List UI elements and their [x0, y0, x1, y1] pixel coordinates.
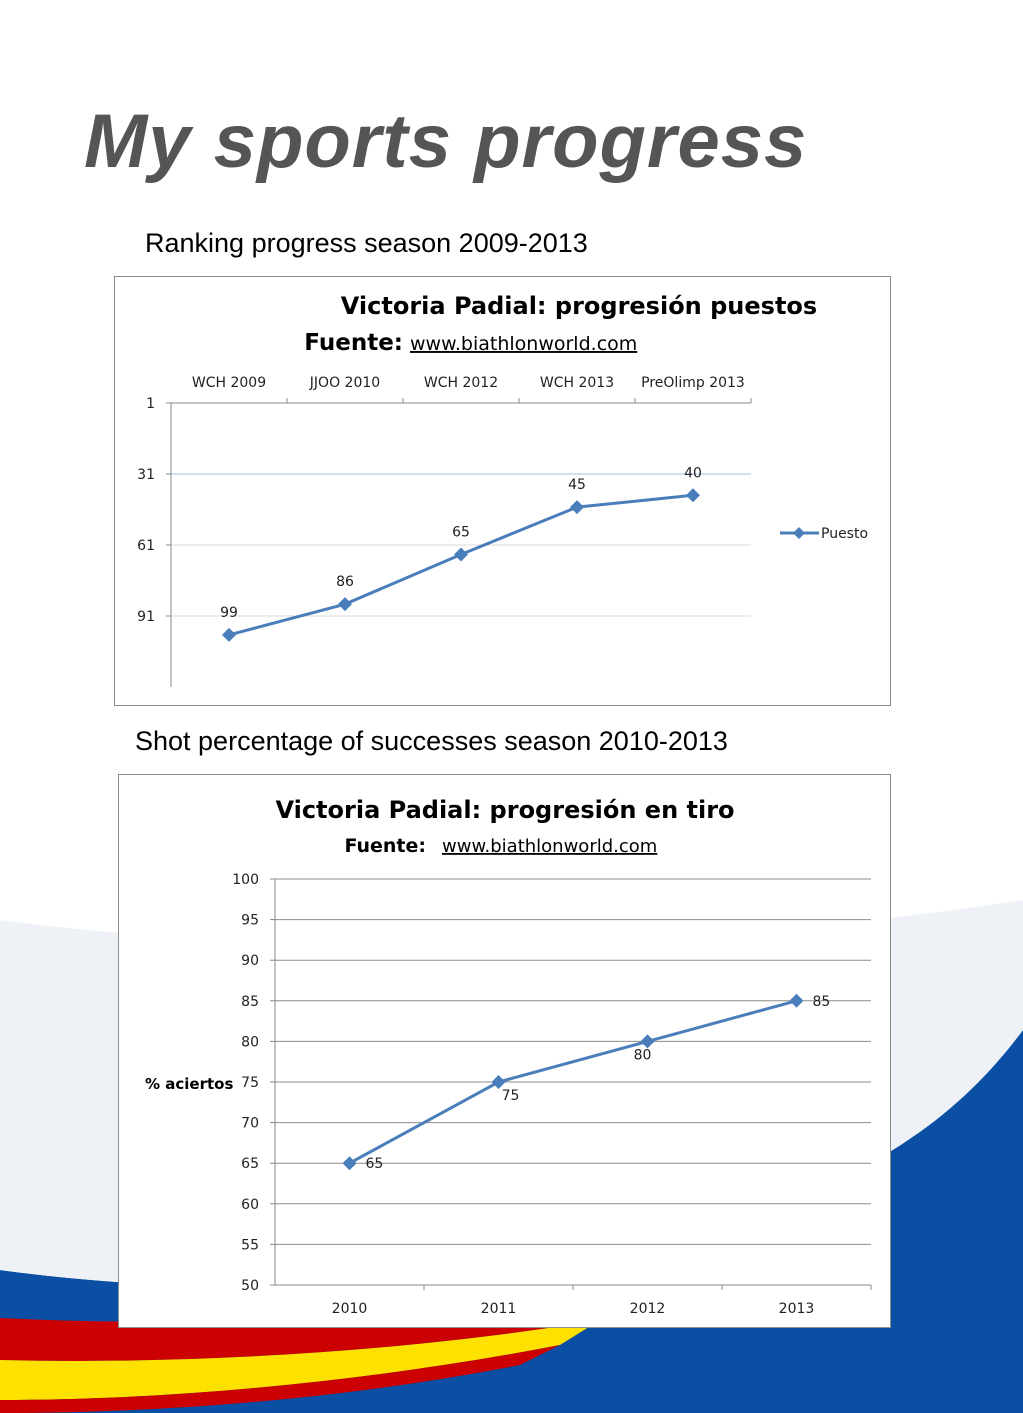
ranking-x-tick-label: JJOO 2010	[309, 375, 380, 391]
ranking-chart-title: Victoria Padial: progresión puestos	[341, 292, 817, 320]
background-red-bottom	[0, 1345, 560, 1413]
shot-y-tick-label: 80	[241, 1034, 259, 1050]
shot-x-tick-label: 2010	[332, 1301, 368, 1317]
ranking-chart-svg: Victoria Padial: progresión puestos Fuen…	[137, 292, 868, 687]
shot-data-label: 75	[502, 1088, 520, 1104]
ranking-legend-marker	[793, 527, 805, 539]
shot-y-tick-label: 60	[241, 1197, 259, 1213]
shot-y-tick-label: 95	[241, 913, 259, 929]
ranking-x-tick-label: WCH 2009	[192, 375, 266, 391]
shot-data-label: 65	[366, 1156, 384, 1172]
shot-x-tick-label: 2011	[481, 1301, 517, 1317]
ranking-x-tick-label: WCH 2013	[540, 375, 614, 391]
ranking-y-tick-label: 61	[137, 538, 155, 554]
ranking-data-point	[222, 627, 236, 642]
shot-y-tick-label: 65	[241, 1156, 259, 1172]
ranking-x-tick-label: WCH 2012	[424, 375, 498, 391]
shot-chart-title: Victoria Padial: progresión en tiro	[275, 796, 734, 824]
ranking-y-tick-label: 91	[137, 609, 155, 625]
shot-data-point	[789, 993, 804, 1008]
shot-caption: Shot percentage of successes season 2010…	[135, 726, 728, 756]
ranking-caption: Ranking progress season 2009-2013	[145, 228, 588, 258]
shot-x-tick-label: 2013	[779, 1301, 815, 1317]
page-title: My sports progress	[84, 99, 808, 184]
shot-data-point	[640, 1034, 655, 1049]
shot-chart-source-label: Fuente:	[344, 835, 426, 857]
shot-series-line	[348, 999, 797, 1165]
shot-data-point	[342, 1156, 357, 1171]
ranking-data-point	[454, 547, 468, 562]
shot-x-tick-label: 2012	[630, 1301, 666, 1317]
shot-chart-source-link[interactable]: www.biathlonworld.com	[442, 836, 657, 857]
shot-y-tick-label: 90	[241, 953, 259, 969]
shot-y-tick-label: 50	[241, 1278, 259, 1294]
shot-chart-ylabel: % aciertos	[145, 1075, 233, 1093]
shot-data-label: 85	[813, 994, 831, 1010]
ranking-data-label: 99	[220, 605, 238, 621]
ranking-chart-source-link[interactable]: www.biathlonworld.com	[410, 333, 637, 355]
shot-y-tick-label: 100	[232, 872, 259, 888]
shot-chart-svg: Victoria Padial: progresión en tiro Fuen…	[145, 796, 872, 1317]
ranking-x-tick-label: PreOlimp 2013	[641, 375, 745, 391]
background-yellow-stripe	[0, 1320, 600, 1400]
ranking-series-line	[228, 493, 694, 637]
ranking-data-label: 45	[568, 477, 586, 493]
shot-y-tick-label: 75	[241, 1075, 259, 1091]
shot-y-tick-label: 55	[241, 1237, 259, 1253]
shot-data-point	[491, 1075, 506, 1089]
ranking-data-label: 86	[336, 574, 354, 590]
shot-y-tick-label: 70	[241, 1116, 259, 1132]
shot-chart: Victoria Padial: progresión en tiro Fuen…	[118, 774, 891, 1328]
shot-y-tick-label: 85	[241, 994, 259, 1010]
ranking-legend-label: Puesto	[821, 526, 868, 542]
ranking-data-label: 65	[452, 524, 470, 540]
ranking-data-point	[338, 597, 352, 612]
ranking-y-tick-label: 1	[146, 396, 155, 412]
shot-data-label: 80	[634, 1047, 652, 1063]
ranking-chart-source-label: Fuente:	[304, 330, 403, 356]
ranking-chart: Victoria Padial: progresión puestos Fuen…	[114, 276, 891, 706]
ranking-data-point	[686, 488, 700, 503]
ranking-data-label: 40	[684, 465, 702, 481]
ranking-y-tick-label: 31	[137, 467, 155, 483]
ranking-data-point	[570, 500, 584, 515]
